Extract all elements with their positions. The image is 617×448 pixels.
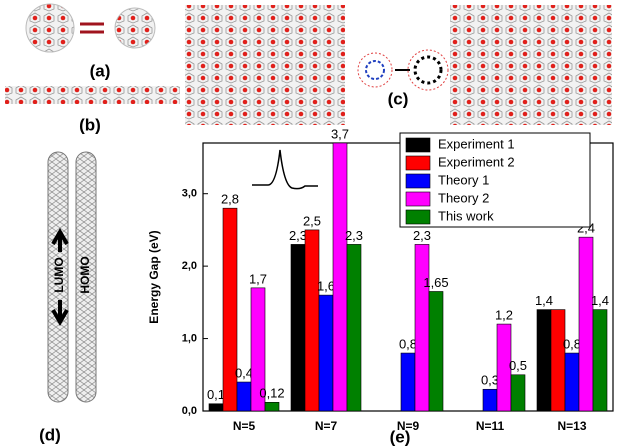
- value-label: 0,8: [563, 336, 581, 351]
- bar: [593, 310, 607, 411]
- inset-curve: [252, 150, 318, 189]
- x-tick-label: N=9: [397, 419, 420, 433]
- x-tick-label: N=5: [233, 419, 256, 433]
- ring-diagram: [358, 50, 448, 90]
- value-label: 0,4: [235, 365, 253, 380]
- x-tick-label: N=13: [557, 419, 586, 433]
- value-label: 2,3: [345, 228, 363, 243]
- y-tick-label: 0,0: [182, 405, 197, 417]
- value-label: 1,7: [249, 271, 267, 286]
- value-label: 0,3: [481, 373, 499, 388]
- legend-label: Experiment 1: [438, 136, 515, 151]
- value-label: 1,4: [535, 293, 553, 308]
- y-tick-label: 1,0: [182, 332, 197, 344]
- legend-swatch: [406, 156, 430, 170]
- molecule-sheet: [450, 5, 612, 125]
- legend-swatch: [406, 174, 430, 188]
- molecule-a: [26, 4, 155, 52]
- bar: [401, 353, 415, 411]
- value-label: 2,3: [413, 228, 431, 243]
- bar: [565, 353, 579, 411]
- bar: [291, 244, 305, 411]
- molecule-sheet: [185, 5, 345, 125]
- bar: [415, 244, 429, 411]
- bar: [223, 208, 237, 411]
- panel-label: (c): [388, 89, 409, 108]
- bar: [347, 244, 361, 411]
- value-label: 1,4: [591, 293, 609, 308]
- x-tick-label: N=11: [476, 419, 505, 433]
- value-label: 0,8: [399, 336, 417, 351]
- panel-label: (d): [39, 425, 61, 444]
- value-label: 1,2: [495, 308, 513, 323]
- bar: [511, 375, 525, 411]
- bar: [333, 143, 347, 411]
- bar: [319, 295, 333, 411]
- value-label: 2,8: [221, 192, 239, 207]
- value-label: 0,1: [207, 387, 225, 402]
- x-tick-label: N=7: [315, 419, 338, 433]
- value-label: 1,65: [423, 275, 448, 290]
- legend-label: Theory 2: [438, 190, 489, 205]
- y-axis-label: Energy Gap (eV): [147, 230, 161, 323]
- panel-label: (b): [79, 115, 101, 134]
- bar: [579, 237, 593, 411]
- bar: [237, 382, 251, 411]
- y-tick-label: 3,0: [182, 188, 197, 200]
- bar: [265, 402, 279, 411]
- value-label: 2,3: [289, 228, 307, 243]
- bar: [537, 310, 551, 411]
- orbital-label: LUMO: [52, 257, 66, 292]
- value-label: 1,6: [317, 279, 335, 294]
- legend-swatch: [406, 210, 430, 224]
- value-label: 2,5: [303, 213, 321, 228]
- y-tick-label: 2,0: [182, 260, 197, 272]
- value-label: 3,7: [331, 126, 349, 141]
- legend-label: Experiment 2: [438, 154, 515, 169]
- bar: [305, 230, 319, 411]
- value-label: 0,5: [509, 358, 527, 373]
- value-label: 0,12: [259, 386, 284, 401]
- legend-swatch: [406, 192, 430, 206]
- panel-label: (a): [90, 61, 111, 80]
- legend-swatch: [406, 138, 430, 152]
- bar: [209, 404, 223, 411]
- figure: LUMO HOMO (a) (b) (c) (d) (e) Energy Gap…: [0, 0, 617, 448]
- molecule-b: [5, 86, 180, 104]
- orbital-label: HOMO: [78, 256, 92, 293]
- legend-label: This work: [438, 208, 494, 223]
- bar: [551, 310, 565, 411]
- legend-label: Theory 1: [438, 172, 489, 187]
- bar: [483, 389, 497, 411]
- bar: [429, 291, 443, 411]
